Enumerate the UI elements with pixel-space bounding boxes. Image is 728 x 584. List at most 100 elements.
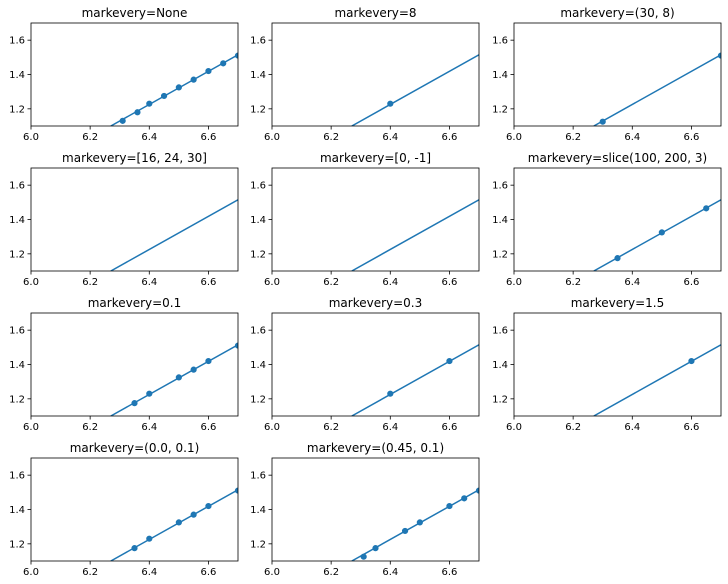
data-marker [599,118,606,125]
data-marker [146,535,153,542]
data-marker [717,52,721,59]
subplot-title: markevery=None [82,6,188,20]
data-marker [205,357,212,365]
x-tick-label: 6.4 [141,132,157,143]
subplot-title: markevery=0.3 [329,296,423,310]
data-marker [131,400,138,407]
data-marker [614,255,621,262]
series-line [110,489,238,561]
x-tick-label: 6.6 [441,277,457,288]
subplot-title: markevery=1.5 [571,296,665,310]
axes-frame [30,22,239,127]
data-marker [175,519,182,526]
data-marker [446,357,453,365]
data-marker [446,502,453,510]
subplot-3: 6.0 6.2 6.4 6.6 1.2 1.4 1.6 markevery=(30, 8) [492,6,722,143]
data-marker [372,545,379,552]
subplot-6: 6.0 6.2 6.4 6.6 1.2 1.4 1.6 markevery=slice(100… [492,151,722,288]
axes-frame [30,167,239,272]
data-marker [190,366,197,373]
y-tick-label: 1.2 [492,104,508,115]
series-line [351,489,479,561]
y-tick-label: 1.4 [250,215,266,226]
subplot-title: markevery=(0.45, 0.1) [307,441,444,455]
data-marker [220,60,227,67]
subplot-title: markevery=[0, -1] [320,151,431,165]
x-tick-label: 6.4 [382,277,398,288]
y-tick-label: 1.6 [250,471,266,482]
x-tick-label: 6.2 [323,567,339,578]
x-tick-label: 6.6 [200,422,216,433]
axes-frame [271,22,480,127]
x-tick-label: 6.4 [624,422,640,433]
data-marker [387,390,394,397]
x-tick-label: 6.4 [141,422,157,433]
x-tick-label: 6.6 [441,567,457,578]
x-tick-label: 6.0 [264,277,280,288]
y-tick-label: 1.6 [250,36,266,47]
data-marker [175,84,182,91]
subplot-10: 6.0 6.2 6.4 6.6 1.2 1.4 1.6 markevery=(0.0, 0.1… [9,441,239,578]
series-line [351,199,479,271]
y-tick-label: 1.2 [9,104,25,115]
y-tick-label: 1.2 [9,249,25,260]
x-tick-label: 6.4 [624,277,640,288]
x-tick-label: 6.4 [382,567,398,578]
y-tick-label: 1.4 [9,215,25,226]
y-tick-label: 1.4 [9,70,25,81]
data-marker [134,109,141,116]
x-tick-label: 6.6 [441,132,457,143]
x-tick-label: 6.2 [82,132,98,143]
data-marker [205,502,212,510]
x-tick-label: 6.2 [82,277,98,288]
data-marker [205,67,212,75]
x-tick-label: 6.6 [683,277,699,288]
y-tick-label: 1.2 [250,104,266,115]
data-marker [160,92,168,100]
series-line [110,54,238,126]
x-tick-label: 6.2 [323,422,339,433]
y-tick-label: 1.2 [492,249,508,260]
y-tick-label: 1.4 [492,70,508,81]
x-tick-label: 6.0 [506,422,522,433]
series-line [593,54,721,126]
data-marker [119,117,126,124]
y-tick-label: 1.6 [9,36,25,47]
x-tick-label: 6.0 [23,422,39,433]
x-tick-label: 6.4 [624,132,640,143]
data-marker [703,205,710,212]
x-tick-label: 6.2 [565,277,581,288]
y-tick-label: 1.2 [250,394,266,405]
y-tick-label: 1.4 [9,505,25,516]
y-tick-label: 1.6 [9,326,25,337]
subplot-11: 6.0 6.2 6.4 6.6 1.2 1.4 1.6 markevery=(0.45, 0.… [250,441,480,578]
y-tick-label: 1.6 [9,471,25,482]
y-tick-label: 1.2 [250,249,266,260]
y-tick-label: 1.6 [492,326,508,337]
series-line [110,199,238,271]
series-line [351,54,479,126]
x-tick-label: 6.6 [683,422,699,433]
axes-frame [271,167,480,272]
y-tick-label: 1.6 [9,181,25,192]
x-tick-label: 6.0 [23,277,39,288]
x-tick-label: 6.0 [264,422,280,433]
subplot-5: 6.0 6.2 6.4 6.6 1.2 1.4 1.6 markevery=[0, -1] [250,151,480,288]
x-tick-label: 6.2 [323,277,339,288]
y-tick-label: 1.4 [250,505,266,516]
y-tick-label: 1.4 [492,360,508,371]
y-tick-label: 1.2 [250,539,266,550]
x-tick-label: 6.4 [382,132,398,143]
x-tick-label: 6.2 [565,132,581,143]
subplot-4: 6.0 6.2 6.4 6.6 1.2 1.4 1.6 markevery=[16, 24, … [9,151,239,288]
subplot-title: markevery=(30, 8) [560,6,674,20]
data-marker [190,511,197,518]
data-marker [146,100,153,107]
data-marker [401,527,409,535]
y-tick-label: 1.4 [250,360,266,371]
x-tick-label: 6.2 [82,567,98,578]
y-tick-label: 1.2 [9,394,25,405]
series-line [110,344,238,416]
x-tick-label: 6.6 [200,132,216,143]
